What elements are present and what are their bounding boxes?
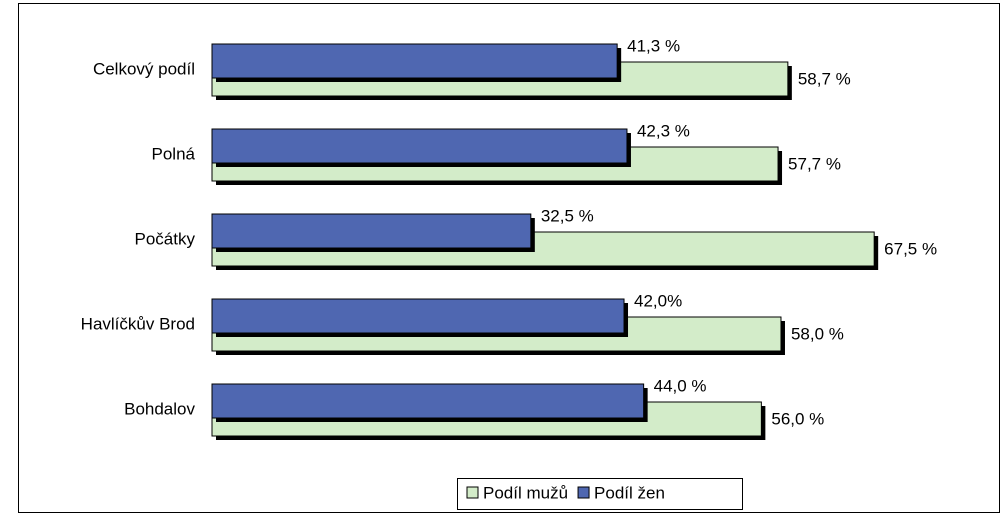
category-label: Počátky	[135, 229, 196, 248]
bar	[211, 128, 628, 164]
bar	[211, 298, 625, 334]
category-label: Bohdalov	[124, 399, 195, 418]
legend-label: Podíl mužů	[483, 483, 568, 502]
category-label: Celkový podíl	[93, 59, 195, 78]
bar	[211, 383, 645, 419]
legend-swatch	[577, 486, 590, 499]
value-label: 41,3 %	[627, 36, 680, 55]
bar	[211, 213, 532, 249]
value-label: 58,7 %	[798, 69, 851, 88]
value-label: 32,5 %	[541, 206, 594, 225]
legend-swatch	[466, 486, 479, 499]
category-label: Polná	[152, 144, 196, 163]
legend-box	[457, 478, 743, 510]
category-label: Havlíčkův Brod	[81, 314, 195, 333]
bar	[211, 43, 618, 79]
value-label: 57,7 %	[788, 154, 841, 173]
value-label: 44,0 %	[654, 376, 707, 395]
value-label: 42,3 %	[637, 121, 690, 140]
value-label: 56,0 %	[771, 409, 824, 428]
value-label: 42,0%	[634, 291, 682, 310]
value-label: 67,5 %	[884, 239, 937, 258]
value-label: 58,0 %	[791, 324, 844, 343]
legend-label: Podíl žen	[594, 483, 665, 502]
